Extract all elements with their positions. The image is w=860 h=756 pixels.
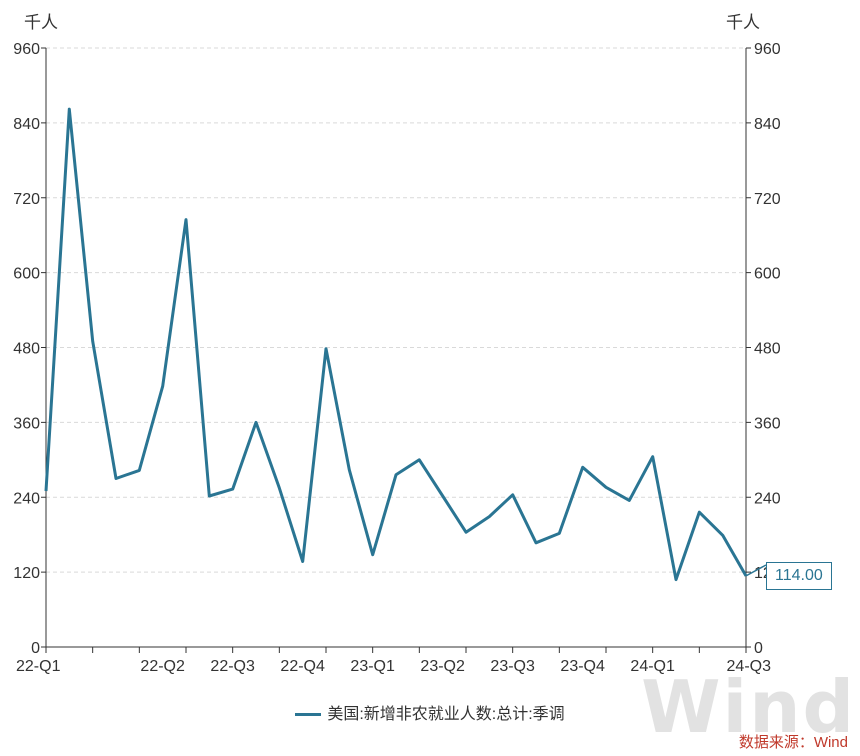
grid-lines <box>46 47 746 573</box>
series-lines <box>44 107 767 582</box>
legend-swatch <box>295 713 322 717</box>
x-tick-label: 24-Q1 <box>630 658 675 675</box>
series-line <box>44 107 748 582</box>
x-tick-label: 23-Q2 <box>420 658 465 675</box>
y-axis-left-unit: 千人 <box>24 13 58 32</box>
y-tick-label-right: 720 <box>754 191 781 208</box>
y-tick-label-right: 480 <box>754 341 781 358</box>
last-value-callout: 114.00 <box>766 562 832 590</box>
y-tick-label-left: 480 <box>13 341 40 358</box>
x-tick-label: 23-Q4 <box>560 658 605 675</box>
y-axis-left-ticks: 0 120 240 360 480 600 720 840 960 <box>13 41 46 657</box>
legend[interactable]: 美国:新增非农就业人数:总计:季调 <box>0 700 860 724</box>
y-tick-label-left: 360 <box>13 415 40 432</box>
x-tick-label: 23-Q1 <box>350 658 395 675</box>
x-tick-label: 22-Q1 <box>16 658 61 675</box>
y-tick-label-right: 360 <box>754 415 781 432</box>
x-tick-label: 22-Q2 <box>140 658 185 675</box>
callout-connector <box>745 564 767 577</box>
line-chart: 0 120 240 360 480 600 720 840 960 0 120 240 360 480 6… <box>13 41 781 675</box>
y-tick-label-right: 600 <box>754 266 781 283</box>
y-tick-label-left: 120 <box>13 565 40 582</box>
y-tick-label-right: 840 <box>754 116 781 133</box>
x-tick-label: 24-Q3 <box>727 658 772 675</box>
y-tick-label-left: 600 <box>13 266 40 283</box>
y-tick-label-left: 960 <box>13 41 40 58</box>
x-tick-label: 22-Q3 <box>210 658 255 675</box>
x-tick-label: 22-Q4 <box>280 658 325 675</box>
y-tick-label-left: 240 <box>13 490 40 507</box>
y-tick-label-left: 840 <box>13 116 40 133</box>
y-tick-label-right: 240 <box>754 490 781 507</box>
wind-watermark: Wind <box>641 665 856 749</box>
data-source: 数据来源：Wind <box>738 734 848 751</box>
y-tick-label-right: 0 <box>754 640 763 657</box>
y-tick-label-left: 0 <box>31 640 40 657</box>
x-tick-label: 23-Q3 <box>490 658 535 675</box>
y-tick-label-right: 960 <box>754 41 781 58</box>
y-axis-right-unit: 千人 <box>726 13 760 32</box>
legend-label: 美国:新增非农就业人数:总计:季调 <box>327 706 565 723</box>
x-axis-ticks: 22-Q1 22-Q2 22-Q3 22-Q4 23-Q1 23-Q2 23-Q3 23-Q4… <box>16 647 771 675</box>
y-tick-label-left: 720 <box>13 191 40 208</box>
